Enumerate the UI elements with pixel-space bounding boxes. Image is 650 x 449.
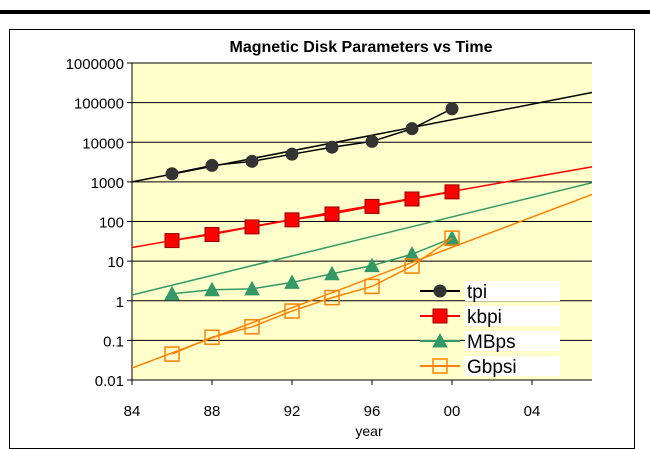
y-tick-label: 0.01 bbox=[95, 373, 124, 390]
y-tick-label: 1 bbox=[116, 294, 124, 311]
y-tick-label: 1000 bbox=[91, 175, 124, 192]
tpi-data-point bbox=[445, 102, 459, 116]
kbpi-data-point bbox=[444, 184, 460, 200]
x-tick-label: 92 bbox=[284, 403, 301, 420]
tpi-data-point bbox=[165, 167, 179, 181]
mbps-data-point bbox=[244, 280, 260, 296]
tpi-data-point bbox=[325, 140, 339, 154]
tpi-data-point bbox=[365, 134, 379, 148]
legend-text-bg bbox=[465, 306, 560, 326]
kbpi-data-point bbox=[164, 233, 180, 249]
gbpsi-data-point bbox=[444, 230, 460, 246]
series-group bbox=[132, 91, 592, 369]
mbps-data-point bbox=[284, 274, 300, 289]
gbpsi-data-point bbox=[284, 303, 300, 319]
mbps-data-point bbox=[404, 246, 420, 261]
chart-title: Magnetic Disk Parameters vs Time bbox=[230, 39, 493, 56]
y-tick-label: 10000 bbox=[82, 135, 124, 152]
legend-swatch-marker bbox=[432, 358, 448, 374]
tpi-data-point bbox=[205, 158, 219, 172]
kbpi-data-point bbox=[364, 198, 380, 214]
gbpsi-data-point bbox=[244, 319, 260, 335]
mbps-data-point bbox=[164, 285, 180, 301]
legend-swatch-marker bbox=[433, 284, 447, 298]
x-tick-label: 96 bbox=[364, 403, 381, 420]
tpi-data-point bbox=[405, 122, 419, 136]
legend-label: tpi bbox=[467, 282, 487, 303]
y-tick-label: 100000 bbox=[74, 96, 124, 113]
kbpi-data-point bbox=[324, 206, 340, 222]
tpi-series-line bbox=[171, 108, 453, 175]
gbpsi-data-point bbox=[324, 289, 340, 306]
legend-label: kbpi bbox=[467, 307, 502, 328]
y-tick-label: 100 bbox=[99, 215, 124, 232]
x-tick-label: 84 bbox=[124, 403, 141, 420]
kbpi-data-point bbox=[404, 191, 420, 207]
legend-swatch-marker bbox=[432, 308, 448, 324]
legend-label: MBps bbox=[467, 332, 516, 353]
x-axis-label: year bbox=[355, 423, 383, 439]
legend-text-bg bbox=[465, 356, 560, 376]
mbps-data-point bbox=[364, 257, 380, 273]
tpi-data-point bbox=[285, 147, 299, 161]
x-tick-label: 04 bbox=[524, 403, 541, 420]
gbpsi-data-point bbox=[364, 278, 380, 295]
x-tick-label: 00 bbox=[444, 403, 461, 420]
legend-text-bg bbox=[465, 331, 560, 351]
mbps-data-point bbox=[324, 265, 340, 281]
mbps-series-line bbox=[171, 237, 453, 295]
legend-swatch-marker bbox=[432, 332, 448, 348]
gbpsi-data-point bbox=[164, 346, 180, 362]
x-tick-label: 88 bbox=[204, 403, 221, 420]
tpi-data-point bbox=[245, 154, 259, 168]
y-tick-label: 10 bbox=[107, 254, 124, 271]
kbpi-data-point bbox=[244, 219, 260, 235]
gbpsi-data-point bbox=[204, 329, 220, 345]
mbps-trend-line bbox=[132, 182, 592, 296]
kbpi-data-point bbox=[284, 212, 300, 228]
legend-text-bg bbox=[465, 281, 560, 301]
top-border-line bbox=[0, 10, 650, 14]
y-tick-label: 1000000 bbox=[66, 56, 124, 73]
legend: tpi kbpi MBps Gbpsi bbox=[420, 281, 560, 378]
legend-label: Gbpsi bbox=[467, 357, 517, 378]
y-tick-label: 0.1 bbox=[103, 333, 124, 350]
gbpsi-data-point bbox=[404, 258, 420, 274]
kbpi-data-point bbox=[204, 226, 220, 242]
mbps-data-point bbox=[204, 281, 220, 297]
